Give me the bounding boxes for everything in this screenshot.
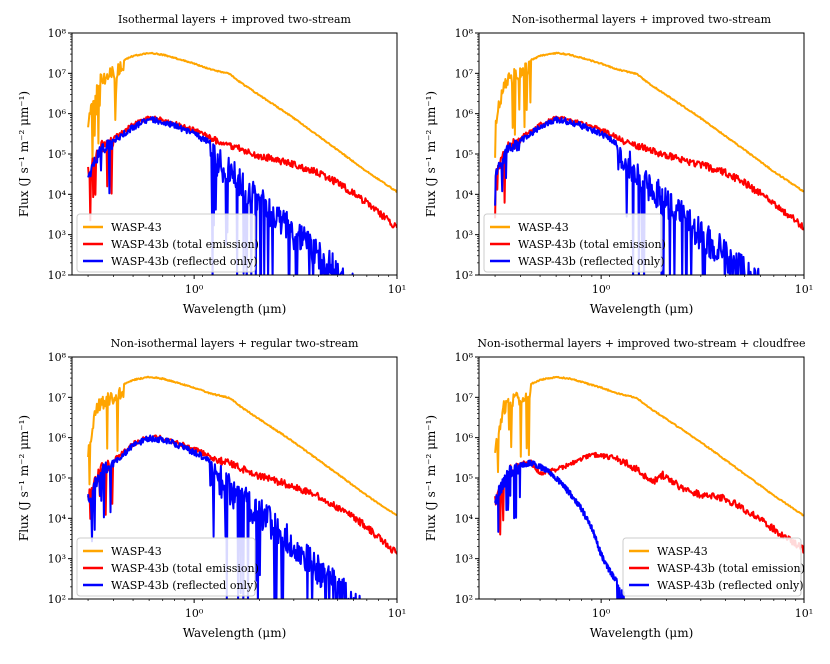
series-line-1 xyxy=(87,375,397,517)
y-tick-label: 10⁶ xyxy=(455,432,474,445)
y-tick-label: 10⁴ xyxy=(48,512,67,525)
series-line-1 xyxy=(87,51,397,193)
y-axis-label: Flux (J s⁻¹ m⁻² μm⁻¹) xyxy=(424,415,438,541)
x-tick-label: 10¹ xyxy=(795,607,813,620)
y-tick-label: 10⁵ xyxy=(455,472,473,485)
legend-entry: WASP-43 xyxy=(111,545,162,558)
legend-entry: WASP-43b (reflected only) xyxy=(111,255,258,268)
legend-entry: WASP-43b (reflected only) xyxy=(111,579,258,592)
chart-title: Non-isothermal layers + improved two-str… xyxy=(477,337,805,350)
y-tick-label: 10⁸ xyxy=(48,27,67,40)
x-tick-label: 10⁰ xyxy=(185,607,204,620)
y-tick-label: 10⁷ xyxy=(455,67,474,80)
x-axis-label: Wavelength (μm) xyxy=(183,626,287,640)
chart-title: Isothermal layers + improved two-stream xyxy=(118,13,352,26)
y-tick-label: 10² xyxy=(455,593,473,606)
x-axis-label: Wavelength (μm) xyxy=(183,302,287,316)
y-tick-label: 10⁷ xyxy=(48,67,67,80)
y-tick-label: 10⁴ xyxy=(455,188,474,201)
y-axis-label: Flux (J s⁻¹ m⁻² μm⁻¹) xyxy=(17,91,31,217)
legend-entry: WASP-43b (total emission) xyxy=(518,238,666,251)
plot-area xyxy=(87,375,397,599)
y-tick-label: 10⁵ xyxy=(48,148,66,161)
x-axis-label: Wavelength (μm) xyxy=(590,302,694,316)
series-line-3 xyxy=(494,116,762,275)
y-tick-label: 10⁸ xyxy=(455,27,474,40)
y-tick-label: 10⁶ xyxy=(455,108,474,121)
y-tick-label: 10³ xyxy=(48,553,66,566)
panel-1: Isothermal layers + improved two-stream 1… xyxy=(17,13,406,316)
legend-entry: WASP-43b (total emission) xyxy=(111,562,259,575)
y-tick-label: 10³ xyxy=(455,229,473,242)
plot-area xyxy=(87,51,397,275)
legend-entry: WASP-43b (reflected only) xyxy=(518,255,665,268)
y-tick-label: 10³ xyxy=(455,553,473,566)
x-tick-label: 10¹ xyxy=(795,283,813,296)
legend-box xyxy=(483,213,663,273)
plot-area xyxy=(494,51,804,275)
legend: WASP-43 WASP-43b (total emission) WASP-43b… xyxy=(76,213,259,273)
series-line-3 xyxy=(87,434,361,599)
x-tick-label: 10⁰ xyxy=(592,283,611,296)
legend-box xyxy=(622,537,802,597)
legend-box xyxy=(76,537,256,597)
x-tick-label: 10⁰ xyxy=(185,283,204,296)
panel-2: Non-isothermal layers + improved two-str… xyxy=(424,13,813,316)
y-tick-label: 10² xyxy=(455,269,473,282)
y-axis-label: Flux (J s⁻¹ m⁻² μm⁻¹) xyxy=(424,91,438,217)
legend-entry: WASP-43b (total emission) xyxy=(111,238,259,251)
legend: WASP-43 WASP-43b (total emission) WASP-43b… xyxy=(622,537,805,597)
legend: WASP-43 WASP-43b (total emission) WASP-43b… xyxy=(76,537,259,597)
y-tick-label: 10⁸ xyxy=(48,351,67,364)
series-line-3 xyxy=(494,459,631,599)
y-tick-label: 10⁴ xyxy=(455,512,474,525)
legend-entry: WASP-43 xyxy=(111,221,162,234)
legend-entry: WASP-43 xyxy=(657,545,708,558)
legend-entry: WASP-43b (reflected only) xyxy=(657,579,804,592)
y-tick-label: 10⁷ xyxy=(455,391,474,404)
panel-3: Non-isothermal layers + regular two-stre… xyxy=(17,337,406,640)
series-line-3 xyxy=(87,116,354,275)
chart-title: Non-isothermal layers + regular two-stre… xyxy=(111,337,359,350)
panel-4: Non-isothermal layers + improved two-str… xyxy=(424,337,813,640)
x-tick-label: 10¹ xyxy=(388,283,406,296)
legend-entry: WASP-43b (total emission) xyxy=(657,562,805,575)
y-tick-label: 10⁵ xyxy=(48,472,66,485)
legend-box xyxy=(76,213,256,273)
y-tick-label: 10⁴ xyxy=(48,188,67,201)
y-tick-label: 10⁷ xyxy=(48,391,67,404)
x-axis-label: Wavelength (μm) xyxy=(590,626,694,640)
series-line-1 xyxy=(494,51,804,193)
x-tick-label: 10⁰ xyxy=(592,607,611,620)
legend-entry: WASP-43 xyxy=(518,221,569,234)
x-tick-label: 10¹ xyxy=(388,607,406,620)
y-tick-label: 10³ xyxy=(48,229,66,242)
y-tick-label: 10⁸ xyxy=(455,351,474,364)
y-axis-label: Flux (J s⁻¹ m⁻² μm⁻¹) xyxy=(17,415,31,541)
y-tick-label: 10² xyxy=(48,593,66,606)
legend: WASP-43 WASP-43b (total emission) WASP-43b… xyxy=(483,213,666,273)
y-tick-label: 10⁶ xyxy=(48,108,67,121)
y-tick-label: 10⁶ xyxy=(48,432,67,445)
series-line-1 xyxy=(494,375,804,517)
series-line-2 xyxy=(87,115,397,229)
chart-title: Non-isothermal layers + improved two-str… xyxy=(512,13,772,26)
y-tick-label: 10² xyxy=(48,269,66,282)
y-tick-label: 10⁵ xyxy=(455,148,473,161)
plot-area xyxy=(494,375,804,599)
series-line-2 xyxy=(494,115,804,231)
